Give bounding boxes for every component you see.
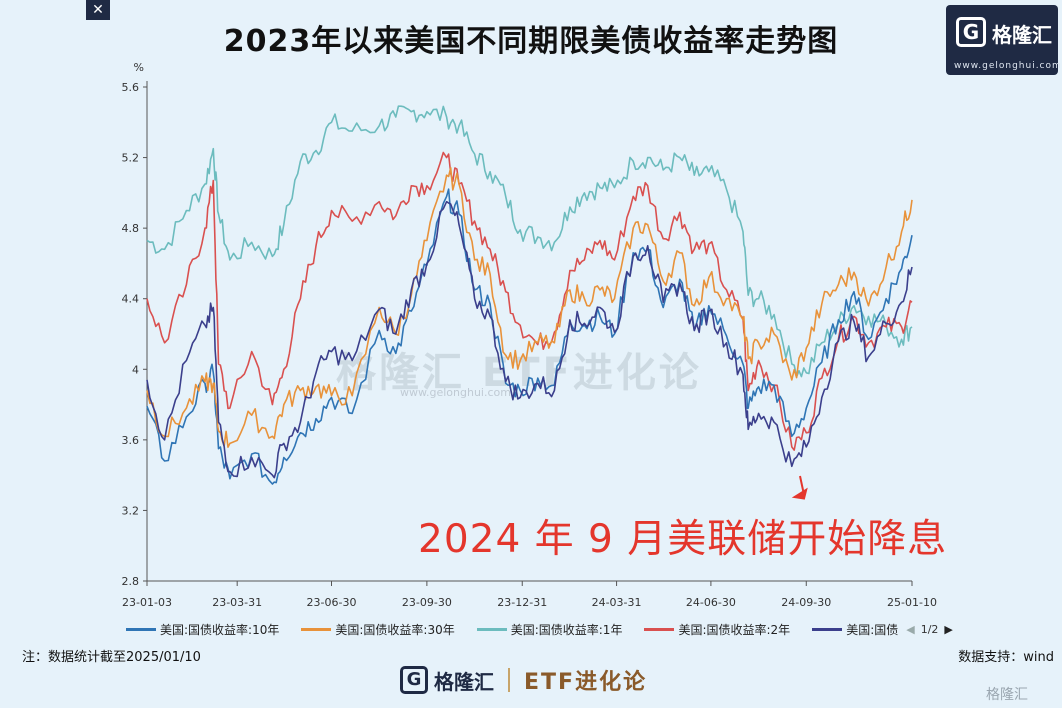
logo-g-icon: G — [956, 17, 986, 47]
legend-swatch — [812, 628, 843, 631]
x-tick-label: 23-03-31 — [212, 596, 262, 609]
y-tick-label: 4.4 — [122, 293, 140, 306]
y-tick-label: 5.6 — [122, 81, 140, 94]
legend-item[interactable]: 美国:国债收益率:30年 — [301, 621, 455, 638]
series-line — [146, 167, 913, 449]
x-tick-label: 23-09-30 — [402, 596, 452, 609]
series-line — [146, 151, 913, 451]
legend-swatch — [126, 628, 156, 631]
x-tick-label: 24-09-30 — [781, 596, 831, 609]
legend-prev-icon[interactable]: ◀ — [906, 623, 915, 636]
chart-watermark-url: www.gelonghui.com — [400, 386, 511, 399]
x-tick-label: 23-01-03 — [122, 596, 172, 609]
legend-swatch — [301, 628, 332, 631]
annotation-arrow-head — [791, 487, 808, 500]
legend-swatch — [644, 628, 675, 631]
legend-label: 美国:国债 — [846, 623, 899, 637]
footer-etf-label: ETF进化论 — [524, 670, 648, 695]
footer-divider — [508, 668, 510, 692]
chart-title: 2023年以来美国不同期限美债收益率走势图 — [223, 24, 839, 59]
y-tick-label: 3.6 — [122, 434, 140, 447]
legend-item[interactable]: 美国:国债 — [812, 621, 898, 638]
series-line — [146, 105, 913, 378]
y-tick-label: 3.2 — [122, 504, 140, 517]
corner-watermark: 格隆汇 — [986, 687, 1028, 703]
legend-label: 美国:国债收益率:10年 — [160, 623, 280, 637]
series-line — [146, 188, 913, 485]
legend-label: 美国:国债收益率:30年 — [335, 623, 455, 637]
data-note: 注：数据统计截至2025/01/10 — [22, 650, 201, 665]
y-tick-label: 4 — [132, 363, 139, 376]
series-line — [146, 200, 913, 479]
y-tick-label: 4.8 — [122, 222, 140, 235]
gelonghui-logo: G 格隆汇 www.gelonghui.com — [946, 5, 1061, 75]
y-tick-label: 2.8 — [122, 575, 140, 588]
legend-swatch — [476, 628, 507, 631]
x-tick-label: 23-12-31 — [497, 596, 547, 609]
footer-logo: G 格隆汇 ETF进化论 — [400, 664, 647, 696]
footer-logo-name: 格隆汇 — [434, 669, 494, 694]
legend-item[interactable]: 美国:国债收益率:10年 — [126, 621, 279, 638]
legend-item[interactable]: 美国:国债收益率:1年 — [476, 621, 623, 638]
x-tick-label: 24-06-30 — [686, 596, 736, 609]
legend-pager: ◀ 1/2 ▶ — [906, 623, 953, 636]
close-icon[interactable]: ✕ — [86, 0, 110, 20]
rate-cut-annotation: 2024 年 9 月美联储开始降息 — [418, 517, 948, 562]
legend-label: 美国:国债收益率:1年 — [510, 623, 623, 637]
legend-item[interactable]: 美国:国债收益率:2年 — [644, 621, 790, 638]
chart-legend: 美国:国债收益率:10年 美国:国债收益率:30年 美国:国债收益率:1年 美国… — [126, 621, 953, 638]
y-tick-label: 5.2 — [122, 152, 140, 165]
legend-label: 美国:国债收益率:2年 — [678, 623, 791, 637]
legend-page-indicator: 1/2 — [920, 623, 939, 636]
legend-next-icon[interactable]: ▶ — [944, 623, 953, 636]
x-tick-label: 24-03-31 — [592, 596, 642, 609]
logo-url: www.gelonghui.com — [954, 61, 1062, 71]
x-tick-label: 25-01-10 — [887, 596, 937, 609]
y-axis-unit: % — [134, 61, 144, 74]
data-source: 数据支持：wind — [958, 650, 1054, 665]
footer-g-icon: G — [400, 666, 428, 694]
logo-name: 格隆汇 — [992, 23, 1052, 47]
x-tick-label: 23-06-30 — [307, 596, 357, 609]
